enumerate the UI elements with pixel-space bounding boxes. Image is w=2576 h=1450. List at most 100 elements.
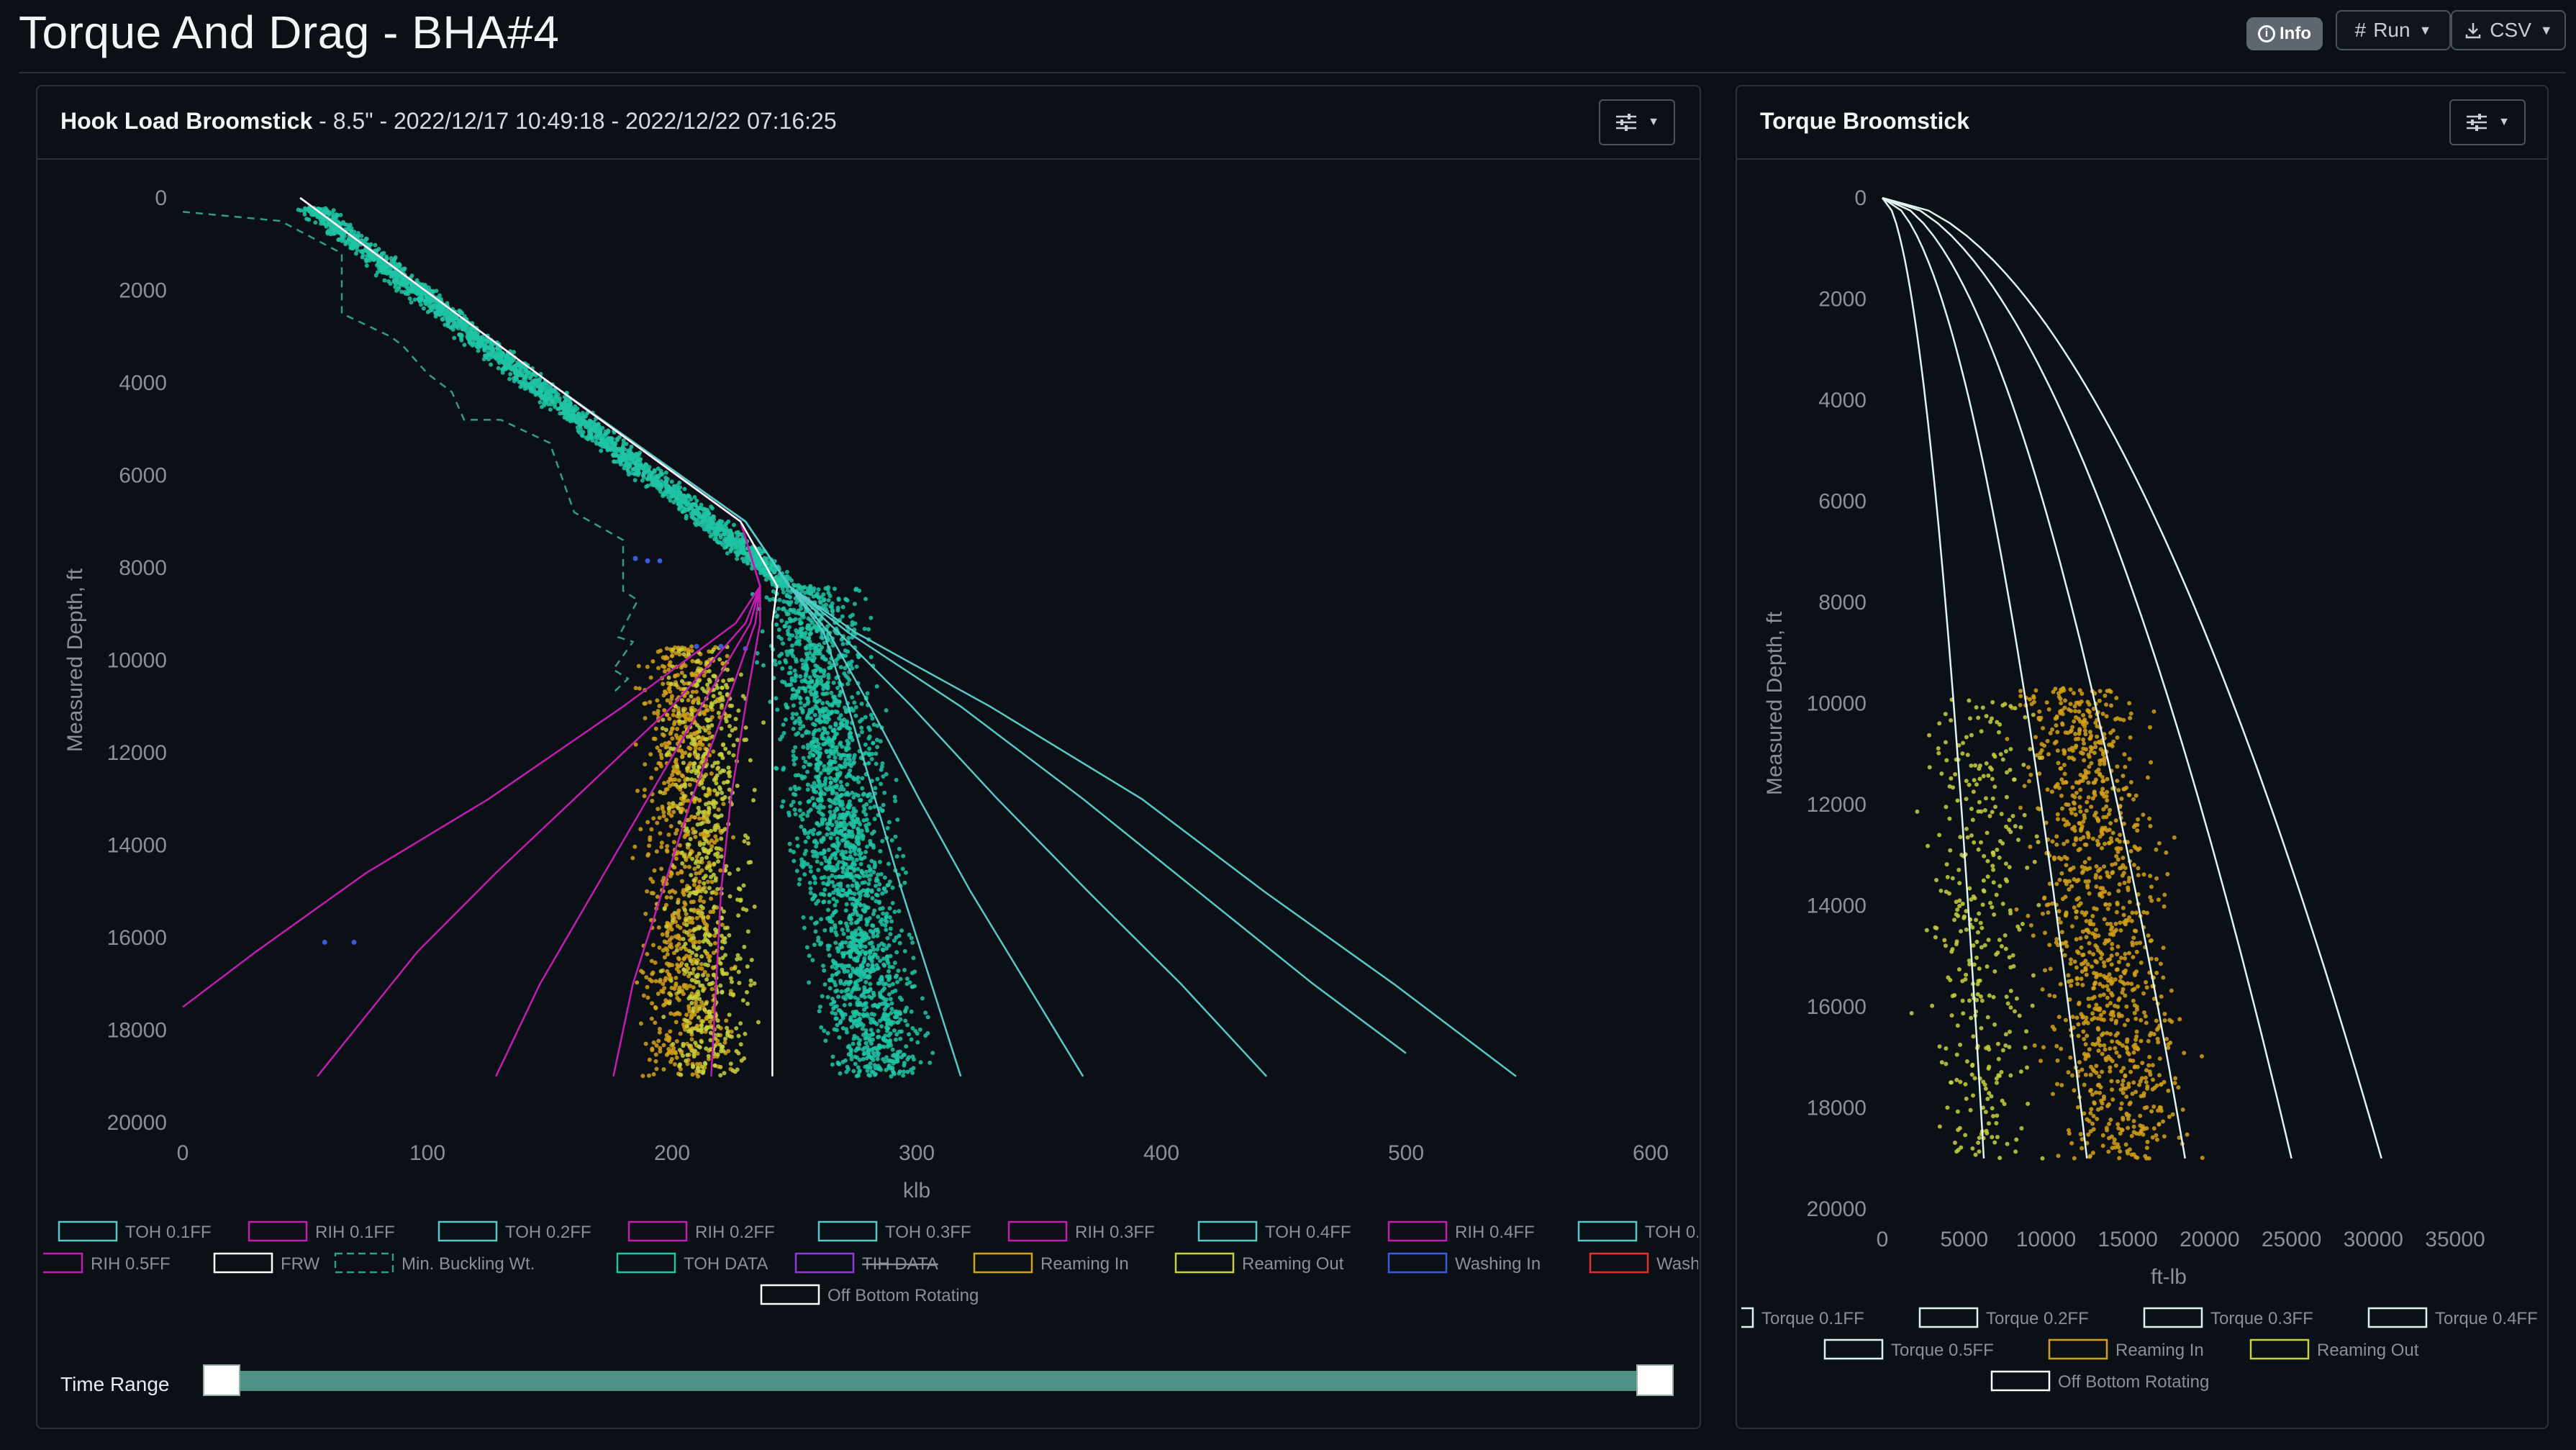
toh-data-point [889,1074,894,1079]
toh-data-point [825,832,830,837]
toh-data-point [861,1013,866,1018]
toh-data-point [837,693,842,698]
toh-data-point [816,587,821,592]
toh-data-point [856,691,861,696]
run-dropdown-button[interactable]: # Run ▼ [2336,10,2451,50]
toh-data-point [841,723,846,728]
toh-data-point [499,355,504,360]
toh-data-point [353,251,358,256]
toh-data-point [862,935,867,941]
toh-data-point [873,786,878,791]
toh-data-point [799,658,804,663]
toh-data-point [640,478,645,483]
hookload-chart[interactable]: 0200040006000800010000120001400016000180… [43,158,1698,1324]
toh-data-point [851,1021,856,1026]
info-label: Info [2280,24,2311,43]
toh-data-point [474,344,479,349]
toh-data-point [891,1053,896,1059]
toh-data-point [845,969,851,974]
toh-data-point [644,469,649,474]
toh-data-point [840,1059,845,1064]
toh-data-point [864,967,869,972]
torque-settings-button[interactable]: ▼ [2449,99,2526,145]
toh-data-point [882,886,887,891]
toh-data-point [840,888,845,893]
x-tick-label: 0 [177,1141,189,1165]
toh-data-point [797,786,802,791]
toh-data-point [867,792,872,797]
toh-data-point [892,794,897,799]
y-tick-label: 10000 [107,649,167,673]
toh-data-point [865,828,870,833]
toh-data-point [783,624,788,629]
toh-data-point [833,658,838,663]
toh-data-point [871,740,876,746]
toh-data-point [907,1032,912,1037]
toh-data-point [832,728,837,733]
toh-data-point [808,807,813,812]
toh-data-point [712,517,717,522]
toh-data-point [441,305,446,310]
toh-data-point [791,799,796,805]
toh-data-point [489,342,494,347]
toh-data-point [718,535,723,540]
toh-data-point [794,628,799,633]
toh-data-point [833,1005,838,1010]
reaming-in-point [678,1031,683,1036]
toh-data-point [815,699,820,704]
toh-data-point [917,1027,922,1032]
reaming-in-point [661,810,666,815]
x-tick-label: 100 [409,1141,445,1165]
reaming-in-point [637,686,642,691]
toh-data-point [725,532,730,537]
toh-data-point [904,1044,909,1049]
reaming-in-point [648,752,653,757]
toh-data-point [897,1071,902,1076]
toh-data-point [764,595,769,600]
toh-data-point [796,773,801,778]
reaming-in-point [712,941,717,946]
toh-data-point [845,871,850,876]
csv-dropdown-button[interactable]: CSV ▼ [2451,10,2566,50]
toh-data-point [840,604,845,610]
reaming-in-point [702,969,707,974]
toh-data-point [384,254,389,259]
toh-data-point [825,994,830,1000]
toh-data-point [826,761,831,766]
reaming-in-point [675,962,680,967]
reaming-in-point [659,866,664,871]
toh-data-point [887,1058,892,1063]
toh-data-point [719,523,724,528]
toh-data-point [494,346,499,351]
toh-data-point [325,230,330,235]
reaming-in-point [700,742,705,747]
toh-data-point [833,930,838,935]
toh-data-point [843,850,848,855]
toh-data-point [702,507,707,512]
toh-data-point [829,751,834,756]
reaming-in-point [709,896,714,901]
toh-data-point [880,838,885,843]
reaming-in-point [676,908,681,913]
toh-data-point [452,335,457,340]
toh-data-point [854,664,859,669]
toh-data-point [363,236,368,241]
toh-data-point [382,278,387,283]
toh-data-point [822,968,827,973]
toh-data-point [845,782,850,787]
toh-data-point [805,782,810,787]
toh-data-point [904,982,910,987]
toh-data-point [901,1073,906,1078]
toh-data-point [606,447,611,452]
info-badge[interactable]: i Info [2246,17,2323,50]
hookload-settings-button[interactable]: ▼ [1599,99,1675,145]
toh-data-point [326,211,331,216]
reaming-in-point [647,1057,652,1062]
reaming-in-point [656,991,661,996]
toh-data-point [853,944,858,949]
toh-data-point [888,932,893,937]
toh-data-point [840,860,845,865]
toh-data-point [694,522,699,527]
toh-data-point [884,1055,889,1060]
toh-data-point [838,794,843,799]
